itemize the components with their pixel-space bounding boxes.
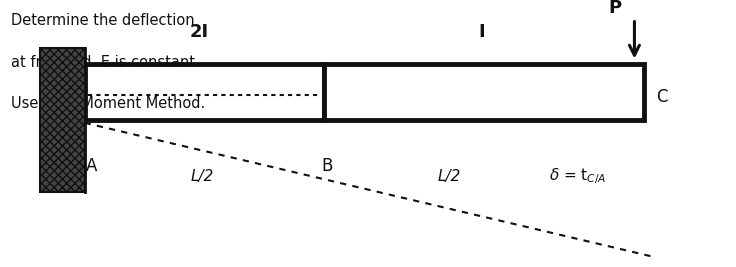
Text: I: I <box>478 23 486 41</box>
Text: Determine the deflection: Determine the deflection <box>11 13 194 28</box>
Text: at free end. E is constant.: at free end. E is constant. <box>11 55 199 70</box>
Text: P: P <box>608 0 621 17</box>
Text: Use Area Moment Method.: Use Area Moment Method. <box>11 96 205 111</box>
Bar <box>324 64 644 120</box>
Text: $\delta$ = t$_{C/A}$: $\delta$ = t$_{C/A}$ <box>549 166 606 186</box>
Text: C: C <box>657 88 668 107</box>
Text: L/2: L/2 <box>191 169 214 184</box>
Text: L/2: L/2 <box>437 169 461 184</box>
Text: A: A <box>86 156 98 175</box>
Text: 2I: 2I <box>189 23 208 41</box>
Bar <box>85 64 324 120</box>
Text: B: B <box>322 156 333 175</box>
Bar <box>40 48 85 192</box>
